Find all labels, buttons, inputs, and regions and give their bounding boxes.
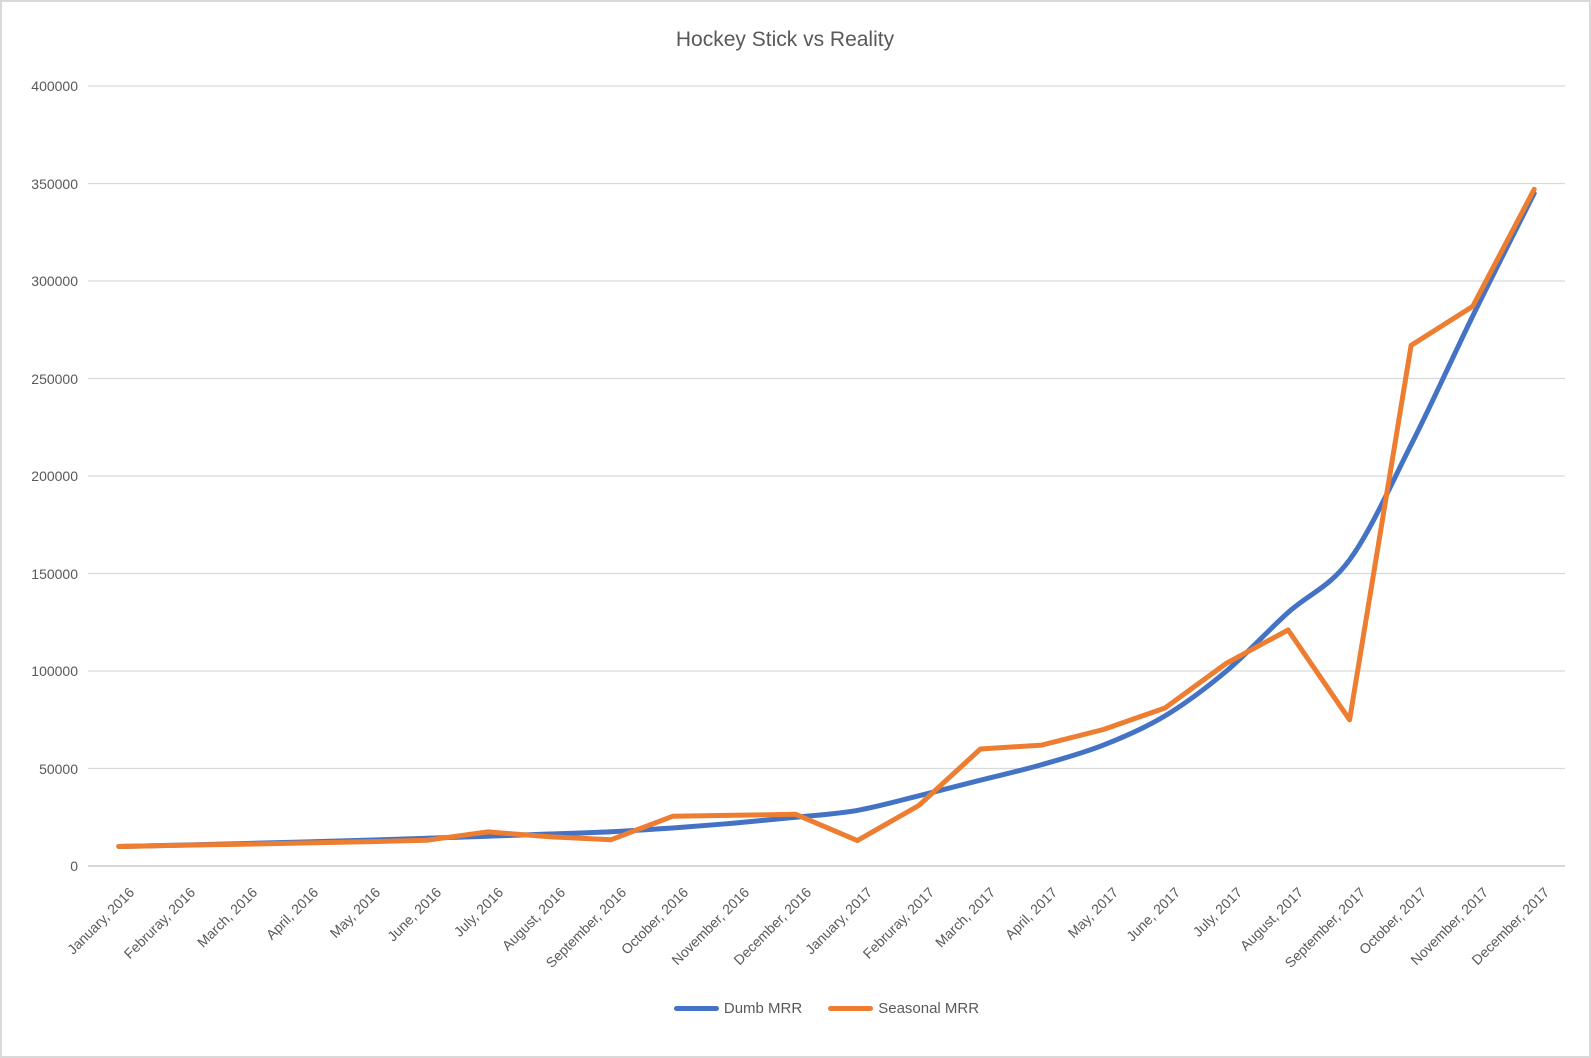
y-tick-label: 400000 <box>31 78 78 94</box>
y-tick-label: 150000 <box>31 565 78 582</box>
y-tick-label: 0 <box>70 858 78 874</box>
chart-title: Hockey Stick vs Reality <box>675 28 895 51</box>
y-tick-label: 250000 <box>31 370 78 387</box>
y-tick-label: 100000 <box>31 663 78 679</box>
legend-swatch <box>828 1006 874 1011</box>
legend-item-seasonal-mrr: Seasonal MRR <box>828 1000 979 1017</box>
legend-item-dumb-mrr: Dumb MRR <box>673 1000 803 1017</box>
legend-label: Seasonal MRR <box>878 1000 980 1017</box>
legend-label: Dumb MRR <box>723 1000 803 1017</box>
y-tick-label: 50000 <box>39 760 78 777</box>
y-tick-label: 200000 <box>31 468 78 484</box>
seasonal-mrr-line <box>116 186 1537 849</box>
dumb-mrr-line <box>116 190 1537 849</box>
y-tick-label: 300000 <box>31 273 78 289</box>
legend: Dumb MRR Seasonal MRR <box>88 1000 1565 1017</box>
y-tick-label: 350000 <box>31 175 78 192</box>
legend-swatch <box>673 1006 719 1011</box>
